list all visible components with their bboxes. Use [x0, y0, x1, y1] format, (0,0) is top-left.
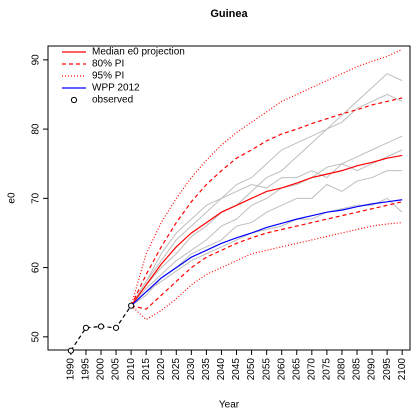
- point: [97, 323, 105, 330]
- x-tick-label: 2015: [141, 358, 152, 381]
- x-tick-label: 2040: [216, 358, 227, 381]
- series-line: [130, 73, 403, 306]
- x-tick-label: 2075: [322, 358, 333, 381]
- y-tick-label: 70: [31, 192, 42, 204]
- x-tick-label: 2055: [261, 358, 272, 381]
- point: [82, 324, 90, 331]
- series-line: [130, 201, 403, 310]
- x-tick-label: 2100: [397, 358, 408, 381]
- series-line: [130, 199, 403, 307]
- series-line: [130, 149, 403, 306]
- legend-label: 95% PI: [92, 71, 124, 82]
- legend-label: WPP 2012: [92, 83, 140, 94]
- x-tick-label: 2035: [201, 358, 212, 381]
- legend-label: observed: [92, 95, 133, 106]
- x-tick-label: 2065: [291, 358, 302, 381]
- chart-title: Guinea: [210, 8, 248, 20]
- x-tick-label: 2045: [231, 358, 242, 381]
- x-tick-label: 2070: [306, 358, 317, 381]
- x-tick-label: 2025: [171, 358, 182, 381]
- series-line: [130, 97, 403, 306]
- x-tick-label: 2080: [337, 358, 348, 381]
- x-tick-label: 2060: [276, 358, 287, 381]
- x-tick-label: 2005: [111, 358, 122, 381]
- x-tick-label: 1995: [81, 358, 92, 381]
- legend-label: 80% PI: [92, 59, 124, 70]
- legend-marker: [70, 96, 78, 104]
- x-tick-label: 2090: [367, 358, 378, 381]
- point: [112, 324, 120, 331]
- point: [67, 347, 74, 354]
- legend-label: Median e0 projection: [92, 47, 185, 58]
- series-line: [130, 48, 403, 306]
- x-axis-label: Year: [219, 400, 240, 411]
- y-tick-label: 90: [31, 54, 42, 66]
- series-line: [130, 93, 403, 306]
- x-tick-label: 2030: [186, 358, 197, 381]
- x-tick-label: 2000: [96, 358, 107, 381]
- x-tick-label: 2020: [156, 358, 167, 381]
- series-line: [130, 154, 403, 307]
- series-line: [130, 135, 403, 307]
- x-tick-label: 2050: [246, 358, 257, 381]
- x-tick-label: 1990: [66, 358, 77, 381]
- x-tick-label: 2085: [352, 358, 363, 381]
- y-tick-label: 60: [31, 262, 42, 274]
- y-axis-label: e0: [7, 192, 18, 204]
- y-tick-label: 50: [31, 331, 42, 343]
- x-tick-label: 2010: [126, 358, 137, 381]
- y-tick-label: 80: [31, 123, 42, 135]
- series-line: [130, 197, 403, 307]
- x-tick-label: 2095: [382, 358, 393, 381]
- point: [128, 302, 135, 309]
- series-line: [130, 221, 403, 321]
